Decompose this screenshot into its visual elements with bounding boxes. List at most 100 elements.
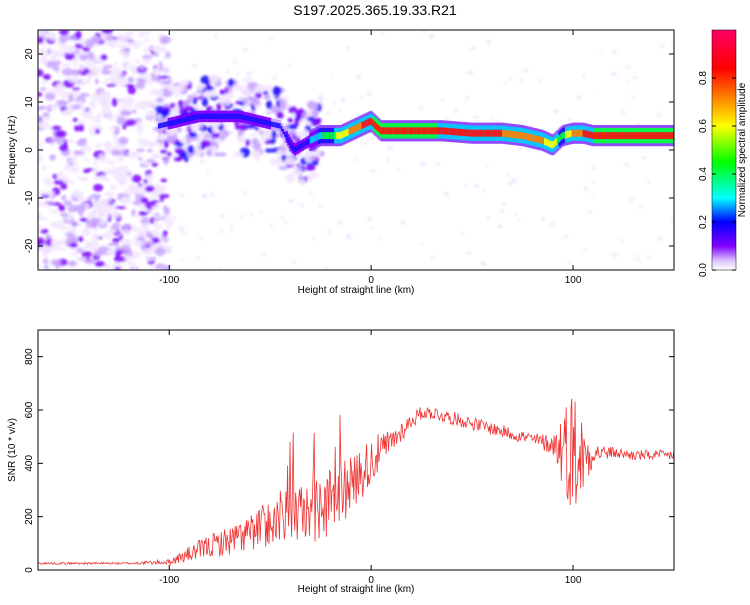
ridge-core bbox=[196, 114, 200, 120]
noise-blob bbox=[162, 205, 168, 211]
ridge-core bbox=[445, 127, 448, 135]
ridge-core bbox=[521, 132, 524, 140]
ridge-core bbox=[592, 132, 595, 140]
noise-blob bbox=[418, 106, 424, 110]
noise-blob bbox=[499, 209, 505, 213]
ridge-core bbox=[296, 145, 300, 151]
signal-blob bbox=[173, 156, 183, 162]
noise-blob bbox=[126, 96, 134, 103]
colorbar-label: Normalized spectral amplitude bbox=[737, 82, 748, 217]
signal-blob bbox=[159, 149, 168, 154]
noise-blob bbox=[96, 112, 101, 122]
noise-blob bbox=[75, 82, 87, 87]
noise-blob bbox=[127, 151, 134, 159]
noise-blob bbox=[497, 224, 503, 229]
ridge-core bbox=[542, 137, 545, 145]
ridge-core bbox=[414, 127, 418, 135]
ridge-core bbox=[167, 121, 171, 127]
noise-blob bbox=[591, 166, 596, 170]
signal-blob bbox=[285, 173, 295, 183]
figure-title: S197.2025.365.19.33.R21 bbox=[293, 2, 457, 18]
noise-blob bbox=[464, 183, 468, 187]
noise-blob bbox=[138, 79, 148, 84]
noise-blob bbox=[67, 204, 79, 213]
noise-blob bbox=[119, 111, 129, 116]
ridge-core bbox=[159, 123, 162, 129]
noise-blob bbox=[68, 94, 74, 103]
signal-blob bbox=[218, 95, 227, 105]
noise-blob bbox=[517, 218, 521, 222]
signal-blob bbox=[241, 77, 253, 83]
noise-blob bbox=[593, 91, 596, 95]
ridge-core bbox=[162, 122, 166, 128]
ridge-core bbox=[225, 113, 229, 119]
ridge-core bbox=[396, 127, 400, 135]
noise-blob bbox=[143, 178, 148, 184]
ridge-core bbox=[563, 131, 566, 139]
ridge-core bbox=[644, 132, 647, 140]
ridge-core bbox=[440, 127, 444, 135]
noise-blob bbox=[83, 225, 90, 235]
ridge-core bbox=[332, 132, 335, 140]
ridge-core bbox=[343, 130, 347, 138]
noise-blob bbox=[147, 173, 154, 183]
signal-blob bbox=[317, 94, 324, 104]
ridge-core bbox=[190, 115, 193, 121]
noise-blob bbox=[122, 172, 130, 180]
noise-blob bbox=[113, 61, 118, 66]
spectrogram-y-tick-label: 10 bbox=[24, 96, 35, 108]
ridge-core bbox=[185, 116, 188, 123]
ridge-core bbox=[191, 115, 195, 121]
noise-blob bbox=[56, 39, 62, 45]
ridge-core bbox=[608, 132, 611, 140]
ridge-core bbox=[568, 130, 571, 138]
noise-blob bbox=[44, 178, 54, 187]
noise-blob bbox=[670, 219, 674, 223]
ridge-core bbox=[219, 113, 222, 119]
noise-blob bbox=[154, 215, 165, 219]
signal-blob bbox=[292, 165, 299, 171]
signal-blob bbox=[272, 86, 282, 96]
ridge-core bbox=[177, 118, 180, 124]
noise-blob bbox=[120, 228, 131, 236]
noise-blob bbox=[625, 65, 630, 69]
noise-blob bbox=[645, 256, 652, 259]
noise-blob bbox=[288, 199, 295, 203]
signal-blob bbox=[250, 132, 257, 137]
noise-blob bbox=[214, 35, 218, 39]
ridge-core bbox=[447, 127, 450, 135]
ridge-core bbox=[232, 113, 235, 119]
noise-blob bbox=[73, 150, 85, 156]
ridge-core bbox=[274, 122, 277, 128]
ridge-core bbox=[329, 132, 332, 140]
ridge-core bbox=[560, 133, 563, 141]
ridge-core bbox=[611, 132, 615, 140]
noise-blob bbox=[72, 63, 78, 68]
noise-blob bbox=[241, 48, 248, 51]
signal-blob bbox=[225, 92, 234, 99]
noise-blob bbox=[93, 158, 98, 166]
noise-blob bbox=[131, 251, 141, 259]
noise-blob bbox=[160, 178, 168, 183]
ridge-core bbox=[229, 113, 232, 119]
noise-blob bbox=[45, 116, 52, 121]
ridge-core bbox=[589, 131, 592, 139]
noise-blob bbox=[356, 75, 362, 80]
signal-blob bbox=[278, 165, 289, 171]
noise-blob bbox=[113, 255, 123, 263]
signal-blob bbox=[288, 106, 298, 114]
noise-blob bbox=[79, 92, 90, 98]
ridge-core bbox=[671, 132, 674, 140]
noise-blob bbox=[638, 254, 641, 259]
noise-blob bbox=[340, 97, 346, 102]
noise-blob bbox=[599, 51, 602, 54]
ridge-core bbox=[321, 132, 324, 140]
snr-x-axis: -100 0 100 bbox=[159, 330, 582, 586]
noise-blob bbox=[466, 251, 472, 256]
noise-blob bbox=[288, 63, 291, 69]
ridge-core bbox=[259, 118, 263, 124]
ridge-core bbox=[355, 124, 358, 132]
ridge-core bbox=[581, 129, 584, 137]
noise-blob bbox=[354, 157, 357, 162]
